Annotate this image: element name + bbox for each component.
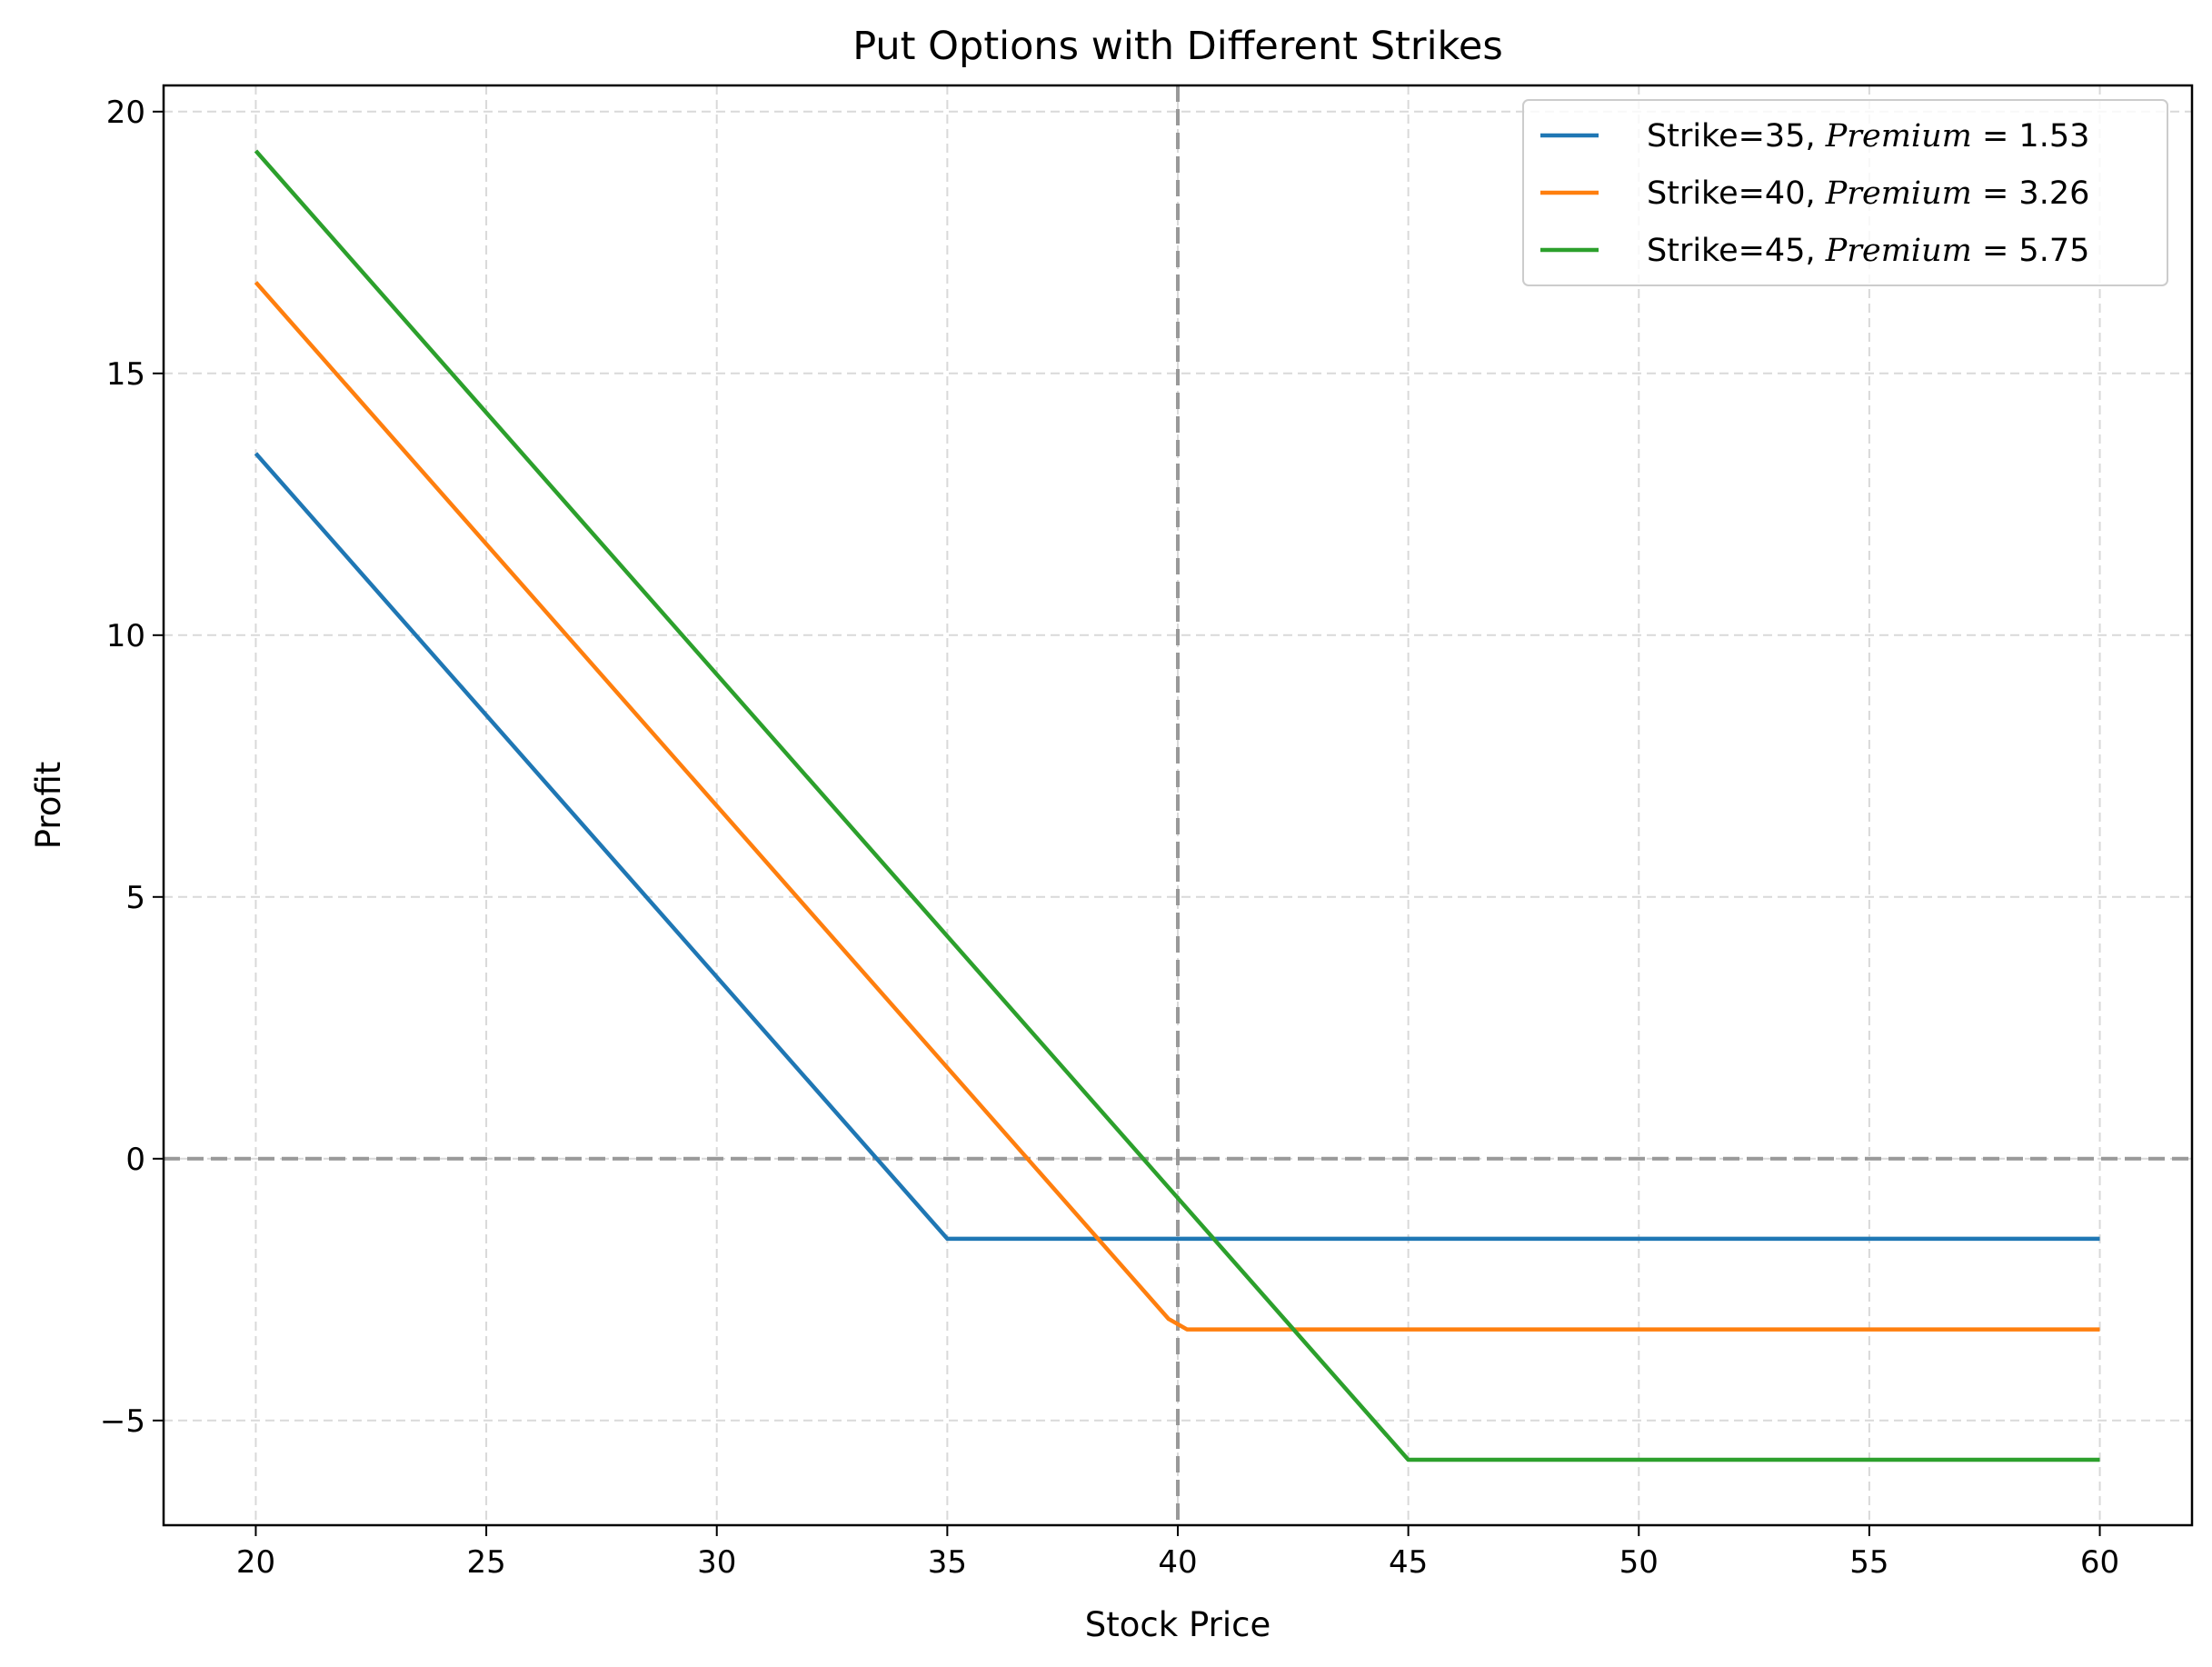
x-tick-label: 20 xyxy=(236,1544,275,1581)
x-tick-label: 40 xyxy=(1158,1544,1197,1581)
x-axis-ticks: 20 25 30 35 40 45 50 55 60 xyxy=(236,1525,2119,1581)
x-tick-label: 60 xyxy=(2080,1544,2119,1581)
legend-label-text: Strike=35, xyxy=(1647,118,1826,155)
reference-lines xyxy=(164,85,2192,1525)
x-tick-label: 50 xyxy=(1619,1544,1659,1581)
legend-label-math: Premium xyxy=(1825,175,1972,212)
x-tick-label: 25 xyxy=(466,1544,505,1581)
legend-label-math: Premium xyxy=(1825,118,1972,155)
x-tick-label: 55 xyxy=(1849,1544,1888,1581)
y-axis-ticks: −5 0 5 10 15 20 xyxy=(100,95,164,1440)
y-tick-label: −5 xyxy=(100,1403,145,1440)
legend-label-text: Strike=45, xyxy=(1647,233,1826,269)
series-line-strike-45 xyxy=(254,149,2100,1462)
legend-label-text: Strike=40, xyxy=(1647,175,1826,212)
x-tick-label: 35 xyxy=(928,1544,967,1581)
x-tick-label: 30 xyxy=(697,1544,736,1581)
y-tick-label: 10 xyxy=(106,618,145,654)
series-line-strike-35 xyxy=(254,452,2100,1242)
legend-label-strike-45: Strike=45, Premium = 5.75 xyxy=(1647,233,2089,269)
legend-label-strike-40: Strike=40, Premium = 3.26 xyxy=(1647,175,2089,212)
y-axis-label: Profit xyxy=(29,762,68,850)
x-axis-label: Stock Price xyxy=(1085,1605,1270,1644)
series-lines xyxy=(254,149,2100,1462)
y-tick-label: 0 xyxy=(125,1142,145,1178)
legend-label-value: = 5.75 xyxy=(1972,233,2090,269)
legend-label-strike-35: Strike=35, Premium = 1.53 xyxy=(1647,118,2089,155)
series-line-strike-40 xyxy=(254,281,2100,1332)
y-tick-label: 20 xyxy=(106,95,145,131)
legend-frame xyxy=(1522,99,2168,286)
y-tick-label: 15 xyxy=(106,356,145,393)
legend-label-value: = 1.53 xyxy=(1972,118,2090,155)
x-tick-label: 45 xyxy=(1389,1544,1428,1581)
chart-title: Put Options with Different Strikes xyxy=(852,24,1503,69)
y-tick-label: 5 xyxy=(125,880,145,916)
legend: Strike=35, Premium = 1.53 Strike=40, Prem… xyxy=(1522,99,2168,286)
legend-label-math: Premium xyxy=(1825,233,1972,269)
legend-label-value: = 3.26 xyxy=(1972,175,2090,212)
